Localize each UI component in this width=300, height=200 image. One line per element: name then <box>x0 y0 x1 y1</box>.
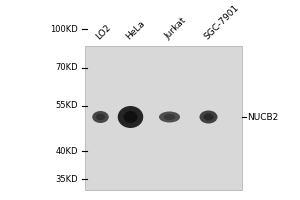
Text: LO2: LO2 <box>94 22 113 41</box>
Bar <box>85 46 242 190</box>
Ellipse shape <box>96 114 105 120</box>
Text: 70KD: 70KD <box>56 64 78 72</box>
Text: Jurkat: Jurkat <box>163 16 188 41</box>
Text: 40KD: 40KD <box>56 146 78 156</box>
Ellipse shape <box>159 112 180 122</box>
Ellipse shape <box>92 111 109 123</box>
Text: 55KD: 55KD <box>56 102 78 110</box>
Ellipse shape <box>118 106 143 128</box>
Text: HeLa: HeLa <box>124 18 147 41</box>
Ellipse shape <box>164 114 175 120</box>
Ellipse shape <box>203 113 213 121</box>
Ellipse shape <box>124 111 137 123</box>
Text: 35KD: 35KD <box>56 174 78 184</box>
Text: NUCB2: NUCB2 <box>248 112 279 121</box>
Text: 100KD: 100KD <box>50 24 78 33</box>
Text: SGC-7901: SGC-7901 <box>202 3 241 41</box>
Ellipse shape <box>200 110 217 123</box>
